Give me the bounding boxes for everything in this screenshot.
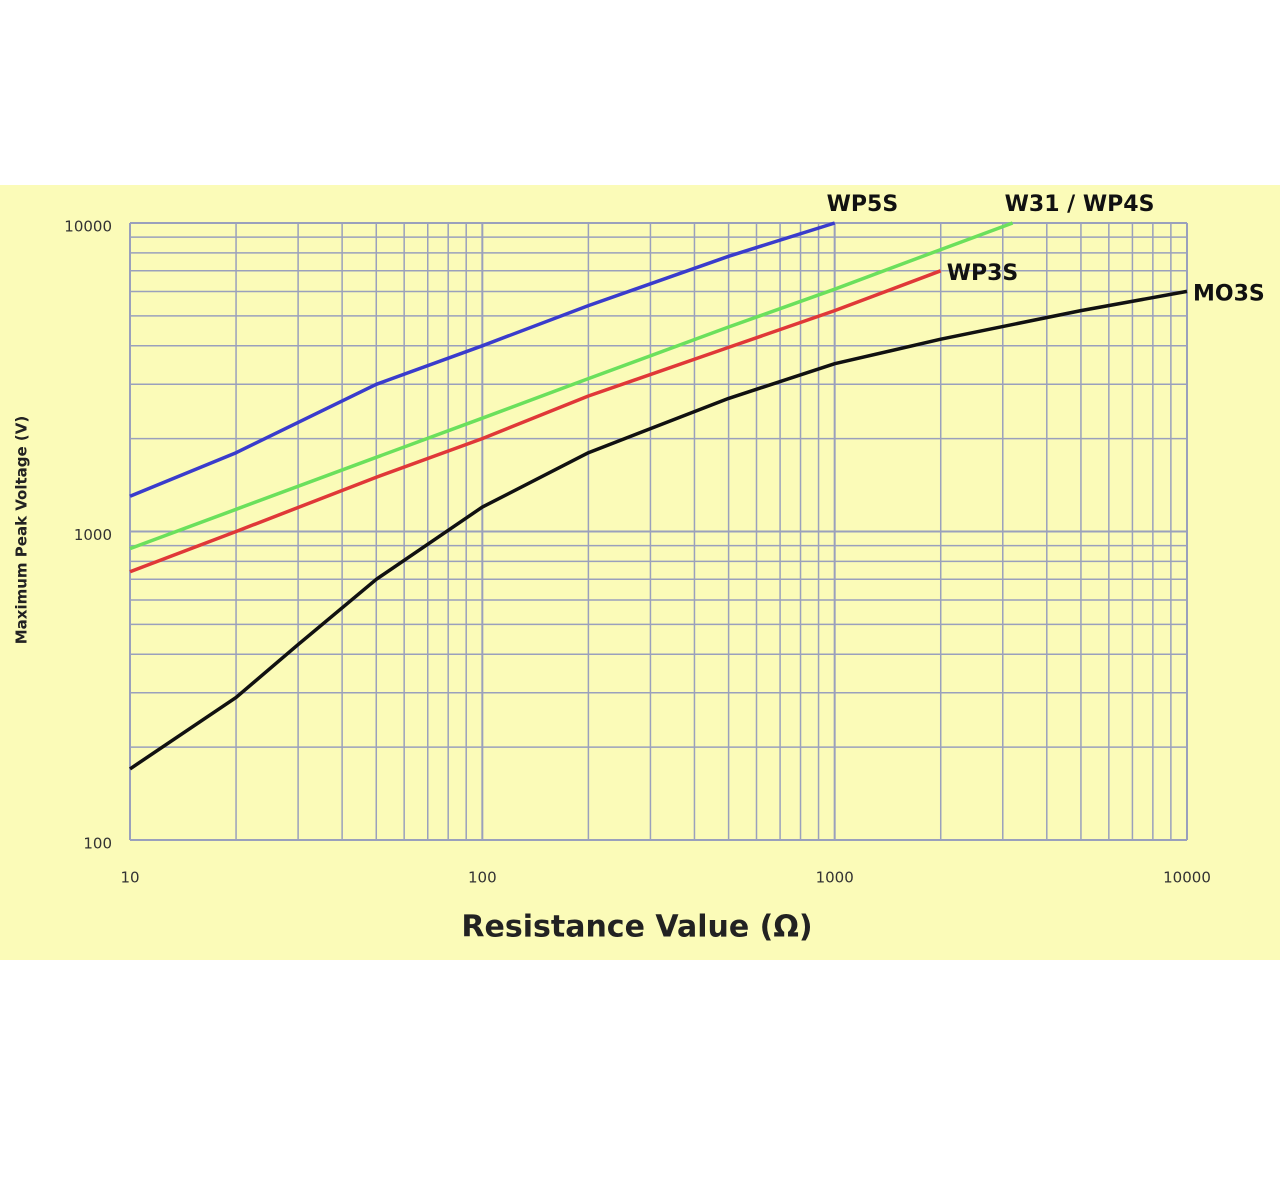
x-tick-label: 100 [468, 869, 497, 887]
series-line [129, 221, 836, 498]
series-line [129, 269, 942, 574]
series-label: WP5S [827, 192, 899, 217]
x-tick-label: 10 [120, 869, 139, 887]
y-tick-label: 1000 [74, 526, 112, 544]
y-tick-label: 100 [83, 835, 112, 853]
x-tick-label: 1000 [816, 869, 854, 887]
chart-background [0, 185, 1280, 960]
x-tick-label: 10000 [1163, 869, 1211, 887]
series-label: MO3S [1193, 281, 1265, 306]
series-label: WP3S [947, 261, 1019, 286]
series-line [129, 289, 1188, 771]
y-tick-label: 10000 [64, 218, 112, 236]
series-line [129, 221, 1014, 551]
x-axis-label: Resistance Value (Ω) [461, 910, 812, 945]
series-label: W31 / WP4S [1005, 192, 1155, 217]
y-axis-label: Maximum Peak Voltage (V) [13, 416, 31, 645]
